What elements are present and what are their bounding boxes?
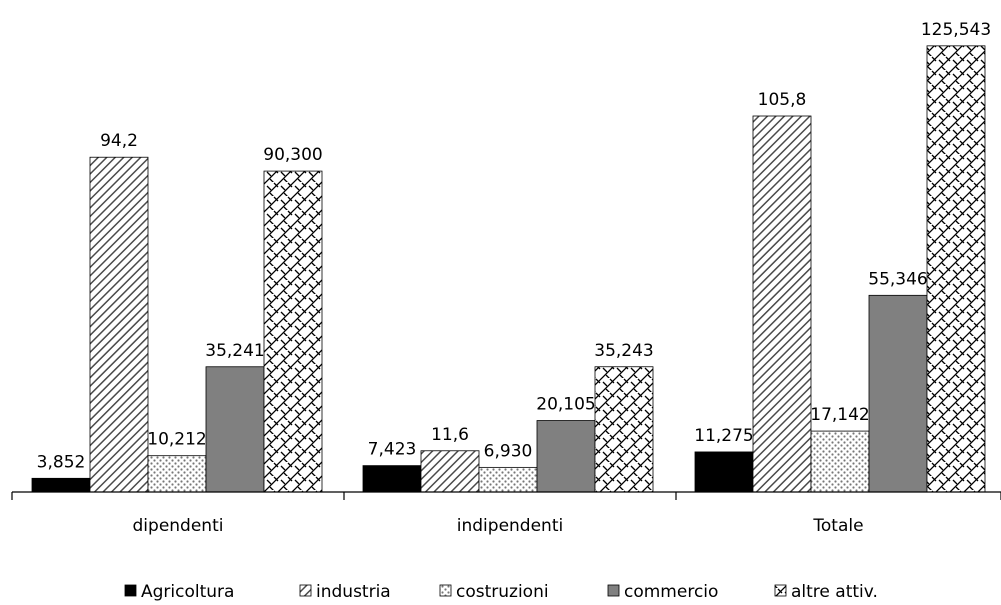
bar-agricoltura-totale <box>694 451 754 493</box>
legend-label-commercio: commercio <box>624 582 718 602</box>
legend-label-costruzioni: costruzioni <box>456 582 549 602</box>
legend-swatch-commercio <box>607 584 620 597</box>
legend-item-altre-attiv: altre attiv. <box>774 582 878 602</box>
bars-layer <box>31 45 986 493</box>
value-label-commercio-totale: 55,346 <box>868 269 927 289</box>
category-label-totale: Totale <box>812 516 863 536</box>
legend-item-commercio: commercio <box>607 582 718 602</box>
value-label-altre-attiv-indipendenti: 35,243 <box>594 341 653 361</box>
bar-costruzioni-indipendenti <box>478 466 538 493</box>
value-label-altre-attiv-totale: 125,543 <box>921 20 991 40</box>
value-label-costruzioni-totale: 17,142 <box>810 405 869 425</box>
value-label-agricoltura-indipendenti: 7,423 <box>368 440 417 460</box>
legend-item-industria: industria <box>299 582 391 602</box>
category-labels: dipendenti indipendenti Totale <box>133 516 864 536</box>
legend-label-agricoltura: Agricoltura <box>141 582 234 602</box>
bar-altre-attiv-totale <box>926 45 986 493</box>
value-label-costruzioni-indipendenti: 6,930 <box>484 441 533 461</box>
value-label-agricoltura-totale: 11,275 <box>694 426 753 446</box>
bar-industria-totale <box>752 115 812 493</box>
legend-swatch-industria <box>299 584 312 597</box>
value-label-costruzioni-dipendenti: 10,212 <box>147 430 206 450</box>
bar-costruzioni-dipendenti <box>147 455 207 493</box>
legend-swatch-agricoltura <box>124 584 137 597</box>
value-label-industria-dipendenti: 94,2 <box>100 131 138 151</box>
bar-industria-dipendenti <box>89 156 149 493</box>
value-label-commercio-dipendenti: 35,241 <box>205 341 264 361</box>
bar-commercio-dipendenti <box>205 366 265 493</box>
bar-commercio-totale <box>868 294 928 493</box>
value-label-agricoltura-dipendenti: 3,852 <box>37 452 86 472</box>
legend: Agricoltura industria costruzioni commercio… <box>124 582 878 602</box>
bar-altre-attiv-dipendenti <box>263 170 323 493</box>
legend-swatch-costruzioni <box>439 584 452 597</box>
value-label-industria-indipendenti: 11,6 <box>431 425 469 445</box>
bar-altre-attiv-indipendenti <box>594 366 654 493</box>
legend-swatch-altre-attiv <box>774 584 787 597</box>
legend-item-agricoltura: Agricoltura <box>124 582 234 602</box>
bar-costruzioni-totale <box>810 430 870 493</box>
category-label-dipendenti: dipendenti <box>133 516 224 536</box>
bar-agricoltura-indipendenti <box>362 465 422 493</box>
x-axis-ticks <box>11 492 1001 500</box>
bar-agricoltura-dipendenti <box>31 477 91 493</box>
legend-label-industria: industria <box>316 582 391 602</box>
value-labels-layer: 3,852 7,423 11,275 94,2 11,6 105,8 10,212 6,930… <box>37 20 991 472</box>
value-label-industria-totale: 105,8 <box>758 90 807 110</box>
category-label-indipendenti: indipendenti <box>457 516 563 536</box>
bar-industria-indipendenti <box>420 450 480 493</box>
bar-commercio-indipendenti <box>536 420 596 493</box>
legend-item-costruzioni: costruzioni <box>439 582 549 602</box>
value-label-commercio-indipendenti: 20,105 <box>536 395 595 415</box>
legend-label-altre-attiv: altre attiv. <box>791 582 878 602</box>
value-label-altre-attiv-dipendenti: 90,300 <box>263 145 322 165</box>
